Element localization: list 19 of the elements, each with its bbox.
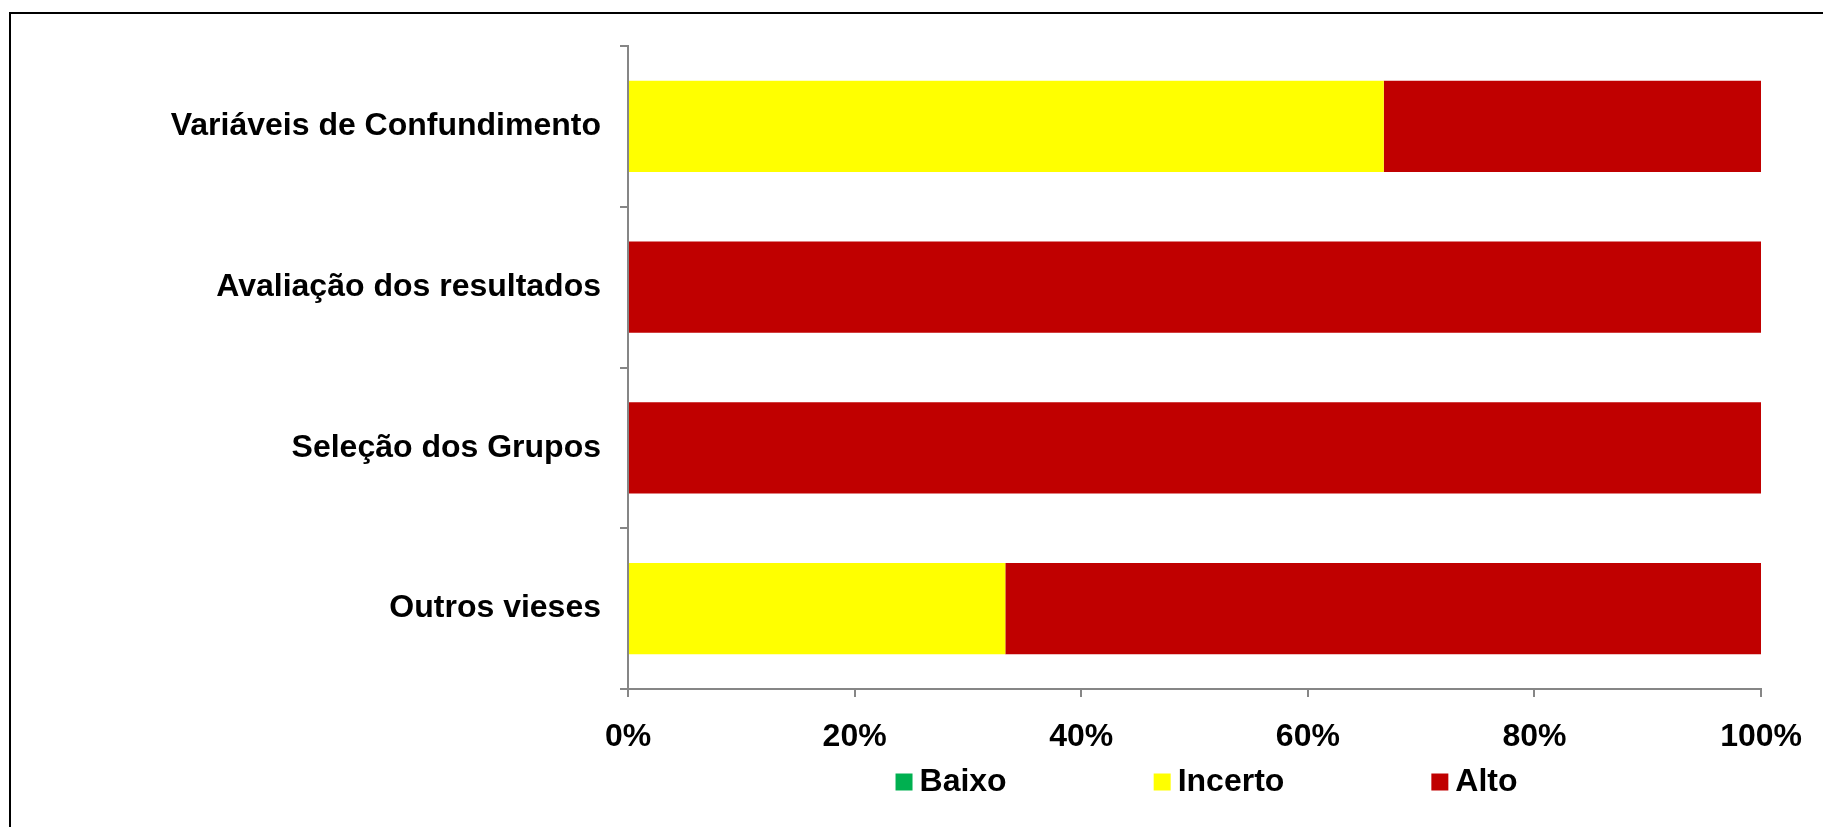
y-tick-label: Avaliação dos resultados: [216, 266, 601, 303]
x-tick-label: 0%: [604, 717, 652, 754]
bar: [629, 241, 1762, 333]
y-tick-label: Seleção dos Grupos: [291, 427, 601, 464]
legend-label: Alto: [1455, 761, 1518, 798]
bar: [1383, 80, 1762, 172]
y-tick-label: Variáveis de Confundimento: [170, 106, 601, 143]
x-tick-label: 60%: [1275, 717, 1340, 754]
y-tick-label: Outros vieses: [389, 588, 601, 625]
x-tick-label: 20%: [822, 717, 887, 754]
bar: [1005, 563, 1762, 655]
x-tick-label: 100%: [1720, 717, 1802, 754]
bar: [629, 563, 1006, 655]
x-tick-label: 40%: [1049, 717, 1114, 754]
legend-label: Baixo: [919, 761, 1007, 798]
bar: [629, 80, 1384, 172]
legend-label: Incerto: [1177, 761, 1285, 798]
bar: [629, 402, 1762, 494]
x-tick-label: 80%: [1502, 717, 1567, 754]
